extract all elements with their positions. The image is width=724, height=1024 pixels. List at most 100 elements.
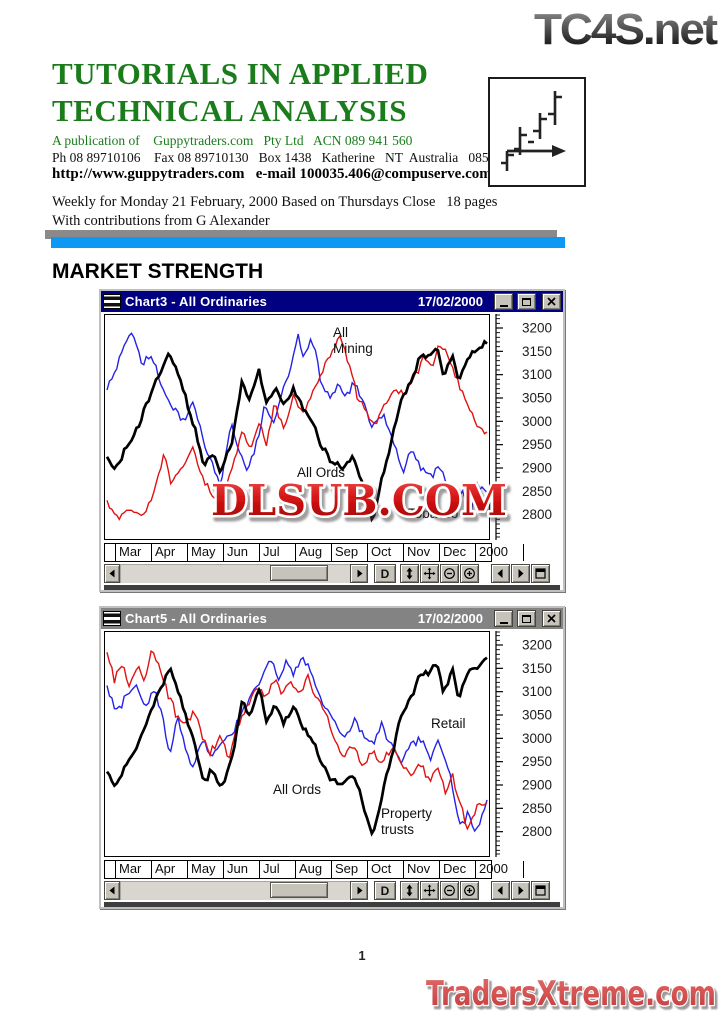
series-line-all-ords xyxy=(105,656,488,837)
y-tick-label: 3200 xyxy=(522,638,552,653)
left-arrow-icon xyxy=(109,886,114,895)
daily-period-label: D xyxy=(380,566,390,581)
x-tick-label: Jun xyxy=(224,544,260,561)
newsletter-title-line1: TUTORIALS IN APPLIED xyxy=(52,56,429,91)
daily-period-button[interactable]: D xyxy=(374,564,396,583)
window-date: 17/02/2000 xyxy=(417,294,483,309)
chart5-x-axis-months: Mar Apr May Jun Jul Aug Sep Oct Nov Dec 2000 xyxy=(104,860,524,879)
page-left-button[interactable] xyxy=(491,881,510,900)
x-tick-label: Apr xyxy=(152,861,188,878)
scroll-right-button[interactable] xyxy=(350,564,368,583)
month-strip-spacer xyxy=(105,861,116,878)
maximize-button[interactable] xyxy=(517,610,536,627)
minimize-icon xyxy=(499,304,508,307)
tc4s-logo-text: TC4S.net xyxy=(534,5,718,54)
close-icon xyxy=(547,614,556,623)
chart3-y-axis: 3200 3150 3100 3050 3000 2950 2900 2850 2800 xyxy=(490,314,556,542)
y-tick-label: 2800 xyxy=(522,507,552,522)
zoom-out-button[interactable] xyxy=(440,881,459,900)
series-line-all-ords xyxy=(105,339,488,523)
web-email-line[interactable]: http://www.guppytraders.com e-mail 10003… xyxy=(52,166,492,182)
close-icon xyxy=(547,297,556,306)
tradersxtreme-logo-text: TradersXtreme.com xyxy=(426,974,716,1014)
x-tick-label: Jul xyxy=(260,544,296,561)
x-tick-label: Nov xyxy=(404,861,440,878)
y-tick-label: 3200 xyxy=(522,321,552,336)
scroll-track[interactable] xyxy=(120,564,350,583)
zoom-in-button[interactable] xyxy=(460,564,479,583)
bar-chart-logo-icon xyxy=(501,91,566,171)
x-tick-label: 2000 xyxy=(476,544,524,561)
page-left-button[interactable] xyxy=(491,564,510,583)
zoom-in-button[interactable] xyxy=(460,881,479,900)
chart5-plot-area: Retail All Ords Property trusts xyxy=(104,631,490,857)
chart5-y-axis: 3200 3150 3100 3050 3000 2950 2900 2850 2800 xyxy=(490,631,556,859)
right-arrow-icon xyxy=(357,886,362,895)
minimize-button[interactable] xyxy=(494,293,513,310)
window-bottom-edge xyxy=(104,902,560,907)
right-arrow-icon xyxy=(518,569,524,578)
scroll-left-button[interactable] xyxy=(104,564,120,583)
page-right-button[interactable] xyxy=(511,881,530,900)
chart3-x-axis-months: Mar Apr May Jun Jul Aug Sep Oct Nov Dec 2000 xyxy=(104,543,524,562)
x-tick-label: Sep xyxy=(332,544,368,561)
scroll-right-button[interactable] xyxy=(350,881,368,900)
maximize-icon xyxy=(522,297,531,306)
scroll-left-button[interactable] xyxy=(104,881,120,900)
daily-period-button[interactable]: D xyxy=(374,881,396,900)
x-tick-label: 2000 xyxy=(476,861,524,878)
series-line-retail xyxy=(106,656,488,833)
y-axis-ruler: 3200 3150 3100 3050 3000 2950 2900 2850 2800 xyxy=(495,314,552,540)
y-tick-label: 3050 xyxy=(522,708,552,723)
scroll-track[interactable] xyxy=(120,881,350,900)
month-strip-spacer xyxy=(105,544,116,561)
chart-window-icon xyxy=(103,611,121,626)
pan-button[interactable] xyxy=(420,564,439,583)
newsletter-title-line2: TECHNICAL ANALYSIS xyxy=(52,93,408,128)
maximize-button[interactable] xyxy=(517,293,536,310)
move-cross-icon xyxy=(423,884,436,897)
y-tick-label: 3100 xyxy=(522,684,552,699)
scroll-thumb[interactable] xyxy=(270,565,328,581)
x-tick-label: Sep xyxy=(332,861,368,878)
x-tick-label: Oct xyxy=(368,861,404,878)
y-tick-label: 2850 xyxy=(522,801,552,816)
chart3-titlebar[interactable]: Chart3 - All Ordinaries 17/02/2000 xyxy=(101,291,563,312)
x-tick-label: Oct xyxy=(368,544,404,561)
vertical-scale-button[interactable] xyxy=(400,881,419,900)
section-heading: MARKET STRENGTH xyxy=(52,260,264,283)
close-button[interactable] xyxy=(542,293,561,310)
x-tick-label: Mar xyxy=(116,861,152,878)
y-tick-label: 3050 xyxy=(522,391,552,406)
y-tick-label: 3150 xyxy=(522,661,552,676)
y-tick-label: 3000 xyxy=(522,731,552,746)
up-down-arrow-icon xyxy=(406,567,413,580)
y-tick-label: 3000 xyxy=(522,414,552,429)
scroll-thumb[interactable] xyxy=(270,882,328,898)
right-arrow-icon xyxy=(357,569,362,578)
window-list-button[interactable] xyxy=(531,564,550,583)
x-tick-label: May xyxy=(188,544,224,561)
zoom-in-icon xyxy=(464,568,475,579)
series-label-property-trusts: Property trusts xyxy=(381,806,433,838)
page-right-button[interactable] xyxy=(511,564,530,583)
chart5-titlebar[interactable]: Chart5 - All Ordinaries 17/02/2000 xyxy=(101,608,563,629)
x-tick-label: Mar xyxy=(116,544,152,561)
minimize-icon xyxy=(499,621,508,624)
zoom-out-icon xyxy=(444,885,455,896)
minimize-button[interactable] xyxy=(494,610,513,627)
series-label-all-ords: All Ords xyxy=(273,782,322,797)
chart5-scrollbar: D xyxy=(104,881,560,900)
right-arrow-icon xyxy=(518,886,524,895)
pan-button[interactable] xyxy=(420,881,439,900)
page-number: 1 xyxy=(358,948,366,963)
y-tick-label: 3150 xyxy=(522,344,552,359)
zoom-out-button[interactable] xyxy=(440,564,459,583)
vertical-scale-button[interactable] xyxy=(400,564,419,583)
left-arrow-icon xyxy=(497,569,503,578)
x-tick-label: Dec xyxy=(440,544,476,561)
window-bottom-edge xyxy=(104,585,560,590)
close-button[interactable] xyxy=(542,610,561,627)
window-list-button[interactable] xyxy=(531,881,550,900)
bar-chart-logo xyxy=(488,77,586,187)
